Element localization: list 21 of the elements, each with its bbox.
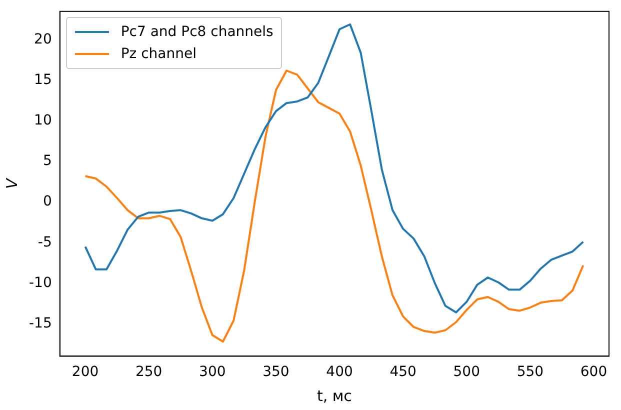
x-tick-label: 300	[199, 364, 226, 380]
y-tick-label: 15	[34, 72, 52, 88]
legend-label: Pz channel	[120, 45, 196, 64]
x-tick-label: 250	[135, 364, 162, 380]
x-tick-label: 600	[580, 364, 608, 380]
x-tick-label: 450	[390, 364, 416, 380]
y-tick-label: -15	[28, 315, 52, 332]
y-tick-label: 10	[34, 112, 52, 129]
x-tick-label: 200	[72, 364, 99, 380]
x-tick-label: 400	[326, 364, 353, 380]
y-axis-title: V	[2, 176, 21, 189]
x-axis-title: t, мс	[316, 386, 352, 405]
y-tick-label: 5	[42, 153, 52, 170]
x-tick-label: 550	[516, 364, 544, 380]
y-tick-label: -10	[28, 274, 52, 291]
x-tick-label: 350	[262, 364, 290, 380]
x-tick-label: 500	[453, 364, 480, 380]
y-tick-label: -5	[38, 234, 52, 250]
y-tick-label: 0	[42, 194, 52, 210]
y-tick-label: 20	[34, 31, 52, 48]
legend-label: Pc7 and Pc8 channels	[120, 23, 274, 42]
